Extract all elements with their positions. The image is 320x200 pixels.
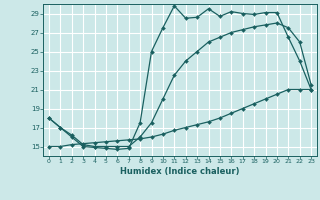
X-axis label: Humidex (Indice chaleur): Humidex (Indice chaleur) (120, 167, 240, 176)
